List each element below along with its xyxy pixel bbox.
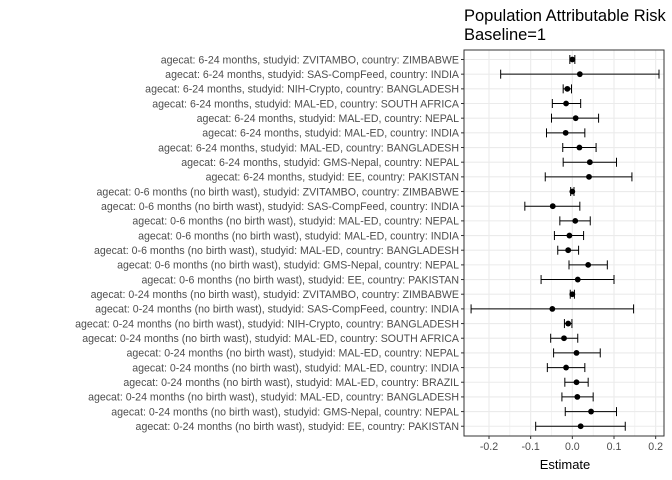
plot-panel xyxy=(463,49,665,437)
chart-title: Population Attributable Risk xyxy=(464,7,667,25)
y-tick-label: agecat: 0-24 months (no birth wast), stu… xyxy=(75,318,459,330)
ci-row xyxy=(564,377,589,387)
y-tick-label: agecat: 6-24 months, studyid: NIH-Crypto… xyxy=(145,84,459,96)
estimate-point xyxy=(588,408,594,415)
ci-row xyxy=(564,407,617,417)
ci-row xyxy=(470,304,635,314)
ci-row xyxy=(562,143,597,153)
ci-row xyxy=(524,201,581,211)
estimate-point xyxy=(586,159,593,166)
estimate-point xyxy=(564,85,571,92)
estimate-point xyxy=(565,247,572,254)
chart-subtitle: Baseline=1 xyxy=(464,26,546,44)
y-tick-label: agecat: 0-24 months (no birth wast), stu… xyxy=(127,348,460,360)
ci-row xyxy=(540,275,615,285)
estimate-point xyxy=(574,276,581,283)
ci-row xyxy=(569,55,576,64)
ci-row xyxy=(546,363,586,373)
ci-row xyxy=(544,172,633,182)
x-axis-title: Estimate xyxy=(540,457,591,472)
ci-row xyxy=(551,99,582,109)
y-tick-label: agecat: 0-6 months (no birth wast), stud… xyxy=(97,186,459,198)
estimate-point xyxy=(576,144,583,151)
y-tick-label: agecat: 0-24 months (no birth wast), stu… xyxy=(91,289,459,301)
ci-row xyxy=(550,333,579,343)
ci-row xyxy=(568,260,608,270)
y-tick-label: agecat: 6-24 months, studyid: SAS-CompFe… xyxy=(165,69,460,81)
ci-row xyxy=(569,289,576,299)
ci-row xyxy=(535,421,626,431)
ci-row xyxy=(563,319,573,329)
ci-row xyxy=(546,128,586,138)
panel-background xyxy=(464,50,664,436)
estimate-point xyxy=(561,335,567,342)
y-tick-label: agecat: 0-6 months (no birth wast), stud… xyxy=(141,274,459,286)
y-tick-label: agecat: 6-24 months, studyid: ZVITAMBO, … xyxy=(161,54,459,66)
y-tick-label: agecat: 0-24 months (no birth wast), stu… xyxy=(82,333,460,345)
y-tick-label: agecat: 0-6 months (no birth wast), stud… xyxy=(94,245,459,257)
x-axis: -0.2 -0.1 0.0 0.1 0.2 xyxy=(480,436,663,453)
estimate-point xyxy=(563,364,569,371)
x-tick-label: -0.2 xyxy=(480,441,498,453)
y-tick-label: agecat: 0-24 months (no birth wast), stu… xyxy=(123,377,459,389)
ci-row xyxy=(562,84,572,94)
y-tick-label: agecat: 0-24 months (no birth wast), stu… xyxy=(95,304,460,316)
estimate-point xyxy=(569,56,576,63)
x-tick-label: 0.0 xyxy=(565,441,580,453)
ci-row xyxy=(561,392,594,402)
ci-row xyxy=(553,348,601,358)
y-tick-label: agecat: 6-24 months, studyid: MAL-ED, co… xyxy=(158,142,459,154)
estimate-point xyxy=(562,129,569,136)
y-tick-label: agecat: 6-24 months, studyid: MAL-ED, co… xyxy=(202,128,460,140)
estimate-point xyxy=(549,305,556,312)
x-tick-label: 0.1 xyxy=(607,441,622,453)
y-tick-label: agecat: 6-24 months, studyid: EE, countr… xyxy=(206,172,459,184)
estimate-point xyxy=(573,350,580,356)
y-tick-label: agecat: 0-6 months (no birth wast), stud… xyxy=(138,230,460,242)
estimate-point xyxy=(572,217,579,224)
ci-row xyxy=(557,245,580,255)
y-tick-label: agecat: 0-24 months (no birth wast), stu… xyxy=(111,406,459,418)
ci-row xyxy=(500,69,660,79)
estimate-point xyxy=(585,261,592,268)
y-tick-label: agecat: 0-6 months (no birth wast), stud… xyxy=(101,201,460,213)
estimate-point xyxy=(549,203,556,210)
y-tick-label: agecat: 0-24 months (no birth wast), stu… xyxy=(88,392,459,404)
estimate-point xyxy=(576,71,583,78)
x-tick-label: -0.1 xyxy=(522,441,540,453)
y-axis: agecat: 6-24 months, studyid: ZVITAMBO, … xyxy=(75,54,464,433)
ci-row xyxy=(553,231,585,241)
y-tick-label: agecat: 6-24 months, studyid: GMS-Nepal,… xyxy=(181,157,459,169)
estimate-point xyxy=(569,188,576,195)
estimate-point xyxy=(572,115,579,122)
y-tick-label: agecat: 0-24 months (no birth wast), stu… xyxy=(136,421,459,433)
estimate-point xyxy=(563,100,569,107)
ci-row xyxy=(562,157,617,167)
estimate-point xyxy=(565,320,572,327)
y-tick-label: agecat: 6-24 months, studyid: MAL-ED, co… xyxy=(197,113,460,125)
y-tick-label: agecat: 0-6 months (no birth wast), stud… xyxy=(117,260,459,272)
y-tick-label: agecat: 0-24 months (no birth wast), stu… xyxy=(132,362,460,374)
ci-row xyxy=(569,187,576,197)
x-tick-label: 0.2 xyxy=(648,441,663,453)
estimate-point xyxy=(569,291,576,298)
y-tick-label: agecat: 0-6 months (no birth wast), stud… xyxy=(132,216,459,228)
y-tick-label: agecat: 6-24 months, studyid: MAL-ED, co… xyxy=(152,98,460,110)
ci-row xyxy=(559,216,591,226)
estimate-point xyxy=(586,173,592,180)
panel-border xyxy=(463,49,665,437)
ci-row xyxy=(551,113,600,123)
data-marks xyxy=(470,55,660,431)
estimate-point xyxy=(573,379,580,386)
estimate-point xyxy=(566,232,573,239)
estimate-point xyxy=(577,423,584,430)
estimate-point xyxy=(574,394,581,400)
